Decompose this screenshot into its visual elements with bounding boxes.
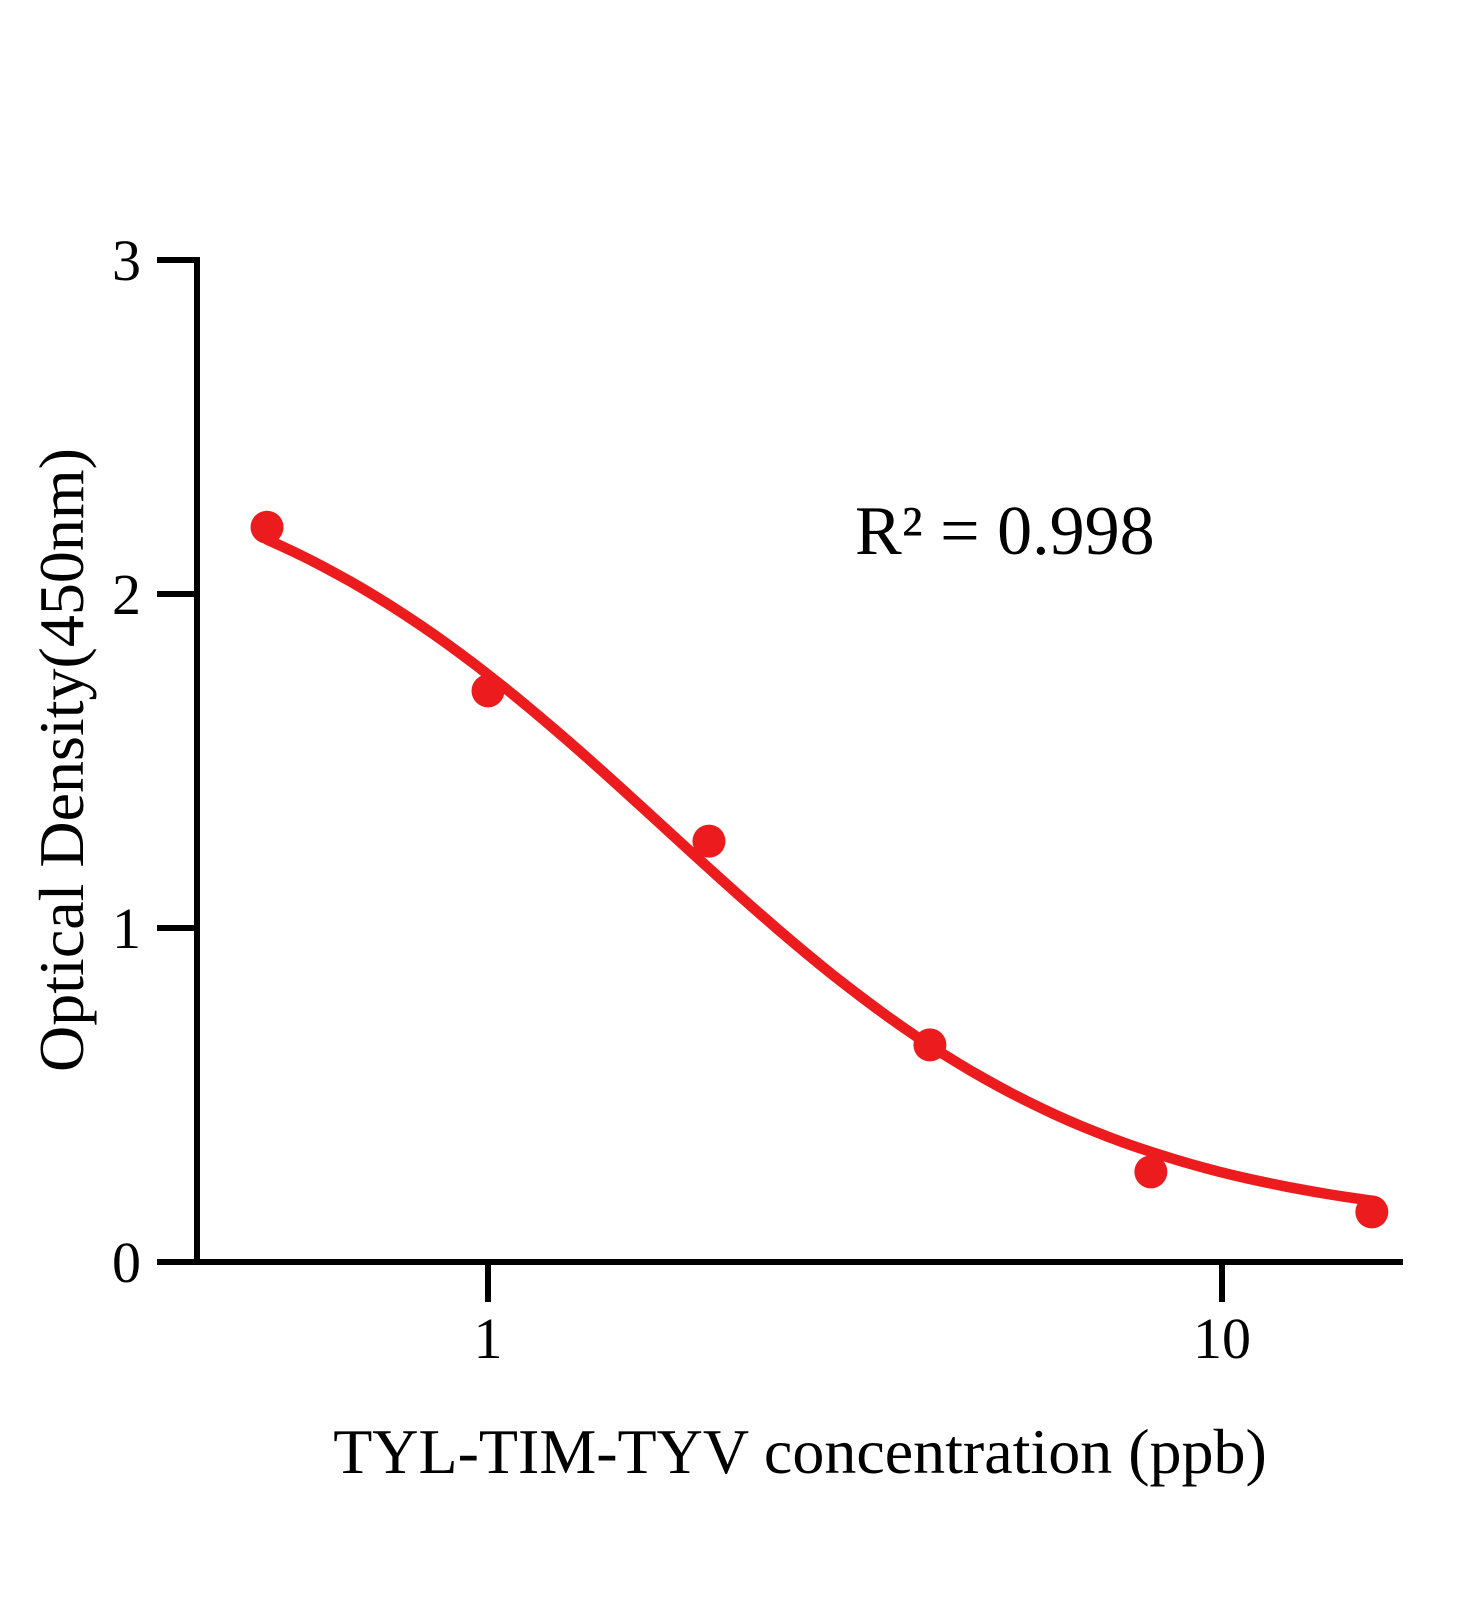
r-squared-annotation: R² = 0.998: [855, 493, 1155, 570]
data-point: [471, 674, 505, 708]
x-axis-title: TYL-TIM-TYV concentration (ppb): [333, 1416, 1267, 1487]
y-axis-tick-label: 2: [112, 562, 141, 627]
axes-frame: [194, 257, 1403, 1265]
y-axis-tick-label: 1: [112, 896, 141, 961]
data-point: [1355, 1195, 1389, 1229]
data-point: [1134, 1155, 1168, 1189]
x-axis-tick-label: 1: [474, 1306, 503, 1371]
data-point: [692, 824, 726, 858]
data-point: [913, 1028, 947, 1062]
y-axis-tick-label: 3: [112, 228, 141, 293]
y-axis-title: Optical Density(450nm): [26, 448, 97, 1072]
fit-curve: [261, 534, 1378, 1206]
x-axis-tick-label: 10: [1193, 1306, 1251, 1371]
y-axis-tick-label: 0: [112, 1230, 141, 1295]
data-point: [250, 510, 284, 544]
